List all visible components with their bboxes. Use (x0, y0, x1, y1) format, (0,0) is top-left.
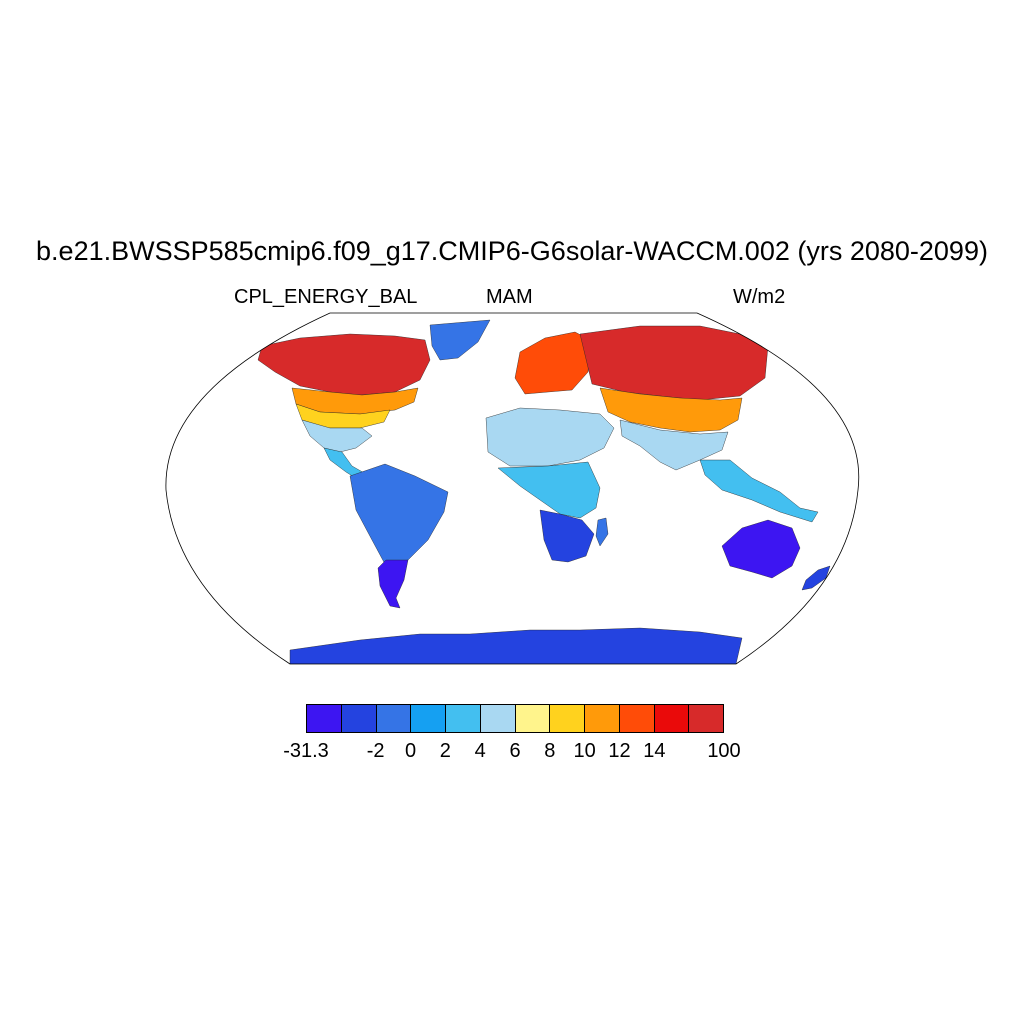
region-australia (721, 519, 801, 579)
region-greenland (429, 319, 491, 361)
colorbar-swatch (689, 705, 723, 732)
colorbar-swatch (341, 705, 377, 732)
colorbar-tick-label: 12 (608, 740, 631, 762)
colorbar-tick-label: -2 (366, 740, 385, 762)
colorbar-swatch (585, 705, 620, 732)
map-boundary (165, 312, 860, 665)
colorbar-swatch (654, 705, 690, 732)
colorbar-swatch (411, 705, 446, 732)
region-eurasia-north (579, 325, 769, 401)
colorbar-tick-label: 100 (707, 740, 741, 762)
colorbar-tick-label: 14 (643, 740, 666, 762)
colorbar-tick-label: 8 (544, 740, 556, 762)
plot-title: b.e21.BWSSP585cmip6.f09_g17.CMIP6-G6sola… (36, 236, 988, 266)
region-europe (514, 331, 591, 395)
region-central-africa (497, 461, 601, 519)
colorbar-swatch (446, 705, 481, 732)
region-south-america-north (349, 463, 449, 567)
region-madagascar (595, 517, 609, 547)
region-north-america-south (301, 419, 373, 453)
region-southeast-asia (699, 459, 819, 523)
colorbar-tick-label: 2 (439, 740, 451, 762)
region-north-africa (485, 407, 615, 467)
colorbar-tick-label: 10 (573, 740, 596, 762)
colorbar-tick-label: 4 (474, 740, 486, 762)
season-label: MAM (486, 286, 533, 308)
colorbar-swatch (307, 705, 342, 732)
colorbar-tick-label: 6 (509, 740, 521, 762)
region-antarctica (289, 627, 743, 664)
colorbar-tick-label: -31.3 (283, 740, 329, 762)
region-north-america-north (257, 333, 431, 396)
colorbar-swatch (376, 705, 412, 732)
colorbar-swatch (480, 705, 516, 732)
colorbar-swatch (619, 705, 655, 732)
colorbar-swatch (515, 705, 551, 732)
region-south-america-south (377, 559, 409, 609)
colorbar-tick-label: 0 (404, 740, 417, 762)
colorbar-swatch (550, 705, 585, 732)
region-southern-africa (539, 509, 595, 563)
region-central-asia (599, 387, 743, 433)
units-label: W/m2 (733, 286, 786, 308)
variable-label: CPL_ENERGY_BAL (234, 286, 418, 308)
colorbar (306, 704, 724, 733)
